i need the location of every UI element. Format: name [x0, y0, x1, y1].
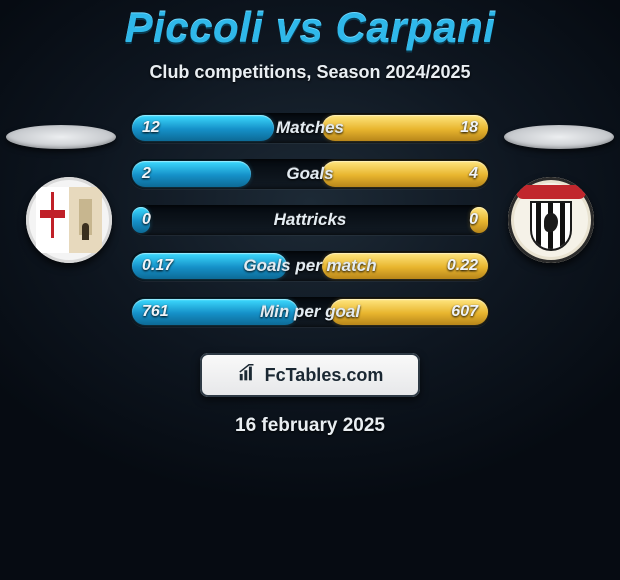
- stat-row: 0 0Hattricks: [0, 197, 620, 243]
- date-text: 16 february 2025: [0, 415, 620, 437]
- stat-label: Hattricks: [130, 210, 490, 230]
- subtitle: Club competitions, Season 2024/2025: [0, 62, 620, 83]
- stat-bar: 1218Matches: [130, 113, 490, 143]
- player2-name: Carpani: [336, 4, 496, 51]
- brand-text: FcTables.com: [265, 365, 384, 386]
- stat-bar-right: [322, 161, 488, 187]
- stat-bar: 761607Min per goal: [130, 297, 490, 327]
- stat-value-right: 0.22: [447, 257, 478, 275]
- stat-value-left: 2: [142, 165, 151, 183]
- vs-separator: vs: [276, 4, 324, 51]
- stat-value-right: 0: [469, 211, 478, 229]
- stat-bar: 0.170.22Goals per match: [130, 251, 490, 281]
- stat-row: 1218Matches: [0, 105, 620, 151]
- stat-row: 24Goals: [0, 151, 620, 197]
- player1-name: Piccoli: [125, 4, 264, 51]
- stat-row: 0.170.22Goals per match: [0, 243, 620, 289]
- stat-value-left: 12: [142, 119, 160, 137]
- stats-container: 1218Matches24Goals00Hattricks0.170.22Goa…: [0, 105, 620, 335]
- stat-bar: 24Goals: [130, 159, 490, 189]
- chart-icon: [237, 362, 259, 389]
- stat-value-left: 0.17: [142, 257, 173, 275]
- stat-value-left: 0: [142, 211, 151, 229]
- stat-row: 761607Min per goal: [0, 289, 620, 335]
- stat-value-right: 18: [460, 119, 478, 137]
- page-title: Piccoli vs Carpani: [0, 0, 620, 52]
- stat-value-right: 4: [469, 165, 478, 183]
- brand-plate[interactable]: FcTables.com: [200, 353, 420, 397]
- stat-bar: 0 0Hattricks: [130, 205, 490, 235]
- stat-value-right: 607: [451, 303, 478, 321]
- stat-value-left: 761: [142, 303, 169, 321]
